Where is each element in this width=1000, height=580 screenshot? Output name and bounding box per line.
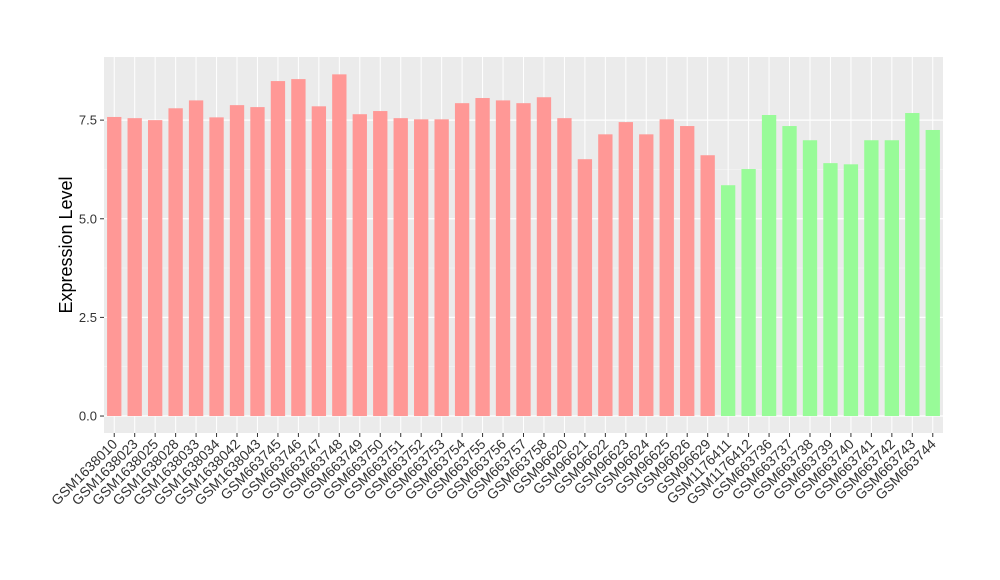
y-axis-label: Expression Level	[56, 176, 76, 313]
bar	[270, 81, 286, 417]
bar	[373, 111, 388, 417]
bar	[311, 106, 327, 417]
bar	[393, 118, 408, 417]
bar	[495, 100, 511, 417]
bar	[454, 103, 470, 417]
bar	[352, 114, 367, 417]
bar	[598, 134, 613, 417]
bar	[782, 126, 797, 417]
bar	[516, 103, 531, 417]
y-tick-label: 2.5	[79, 310, 97, 325]
bar	[536, 97, 552, 417]
bar	[925, 129, 940, 417]
bar	[905, 113, 920, 417]
y-tick-label: 5.0	[79, 211, 97, 226]
bar	[250, 107, 265, 417]
bar	[127, 118, 142, 417]
bar	[843, 164, 859, 417]
bar	[188, 100, 204, 417]
bar	[659, 119, 674, 417]
bar	[209, 117, 224, 417]
bar	[864, 140, 879, 417]
bar	[291, 79, 306, 417]
bar	[884, 140, 900, 417]
bar	[434, 119, 449, 417]
bar	[618, 122, 633, 417]
bar	[332, 74, 347, 417]
bar	[639, 134, 654, 417]
bar	[761, 114, 777, 417]
bar	[802, 140, 818, 417]
bar	[741, 169, 756, 417]
y-tick-label: 7.5	[79, 113, 97, 128]
bar	[229, 105, 245, 417]
bar	[700, 155, 715, 417]
bar	[414, 119, 429, 417]
bar	[720, 185, 736, 417]
bar	[557, 118, 572, 417]
bar	[147, 120, 163, 417]
bar	[475, 98, 490, 417]
bar	[168, 108, 183, 417]
bar	[107, 116, 122, 417]
bar	[823, 163, 838, 417]
bar	[680, 126, 695, 417]
y-tick-label: 0.0	[79, 409, 97, 424]
bar	[577, 159, 593, 417]
